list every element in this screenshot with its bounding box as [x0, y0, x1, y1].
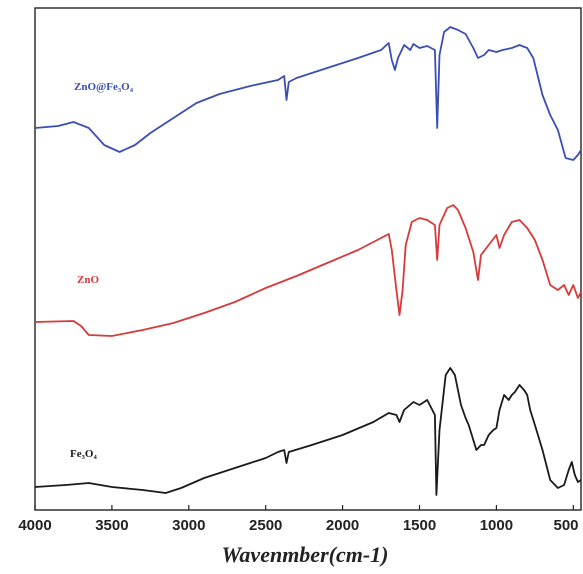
x-tick-label: 1500: [403, 517, 436, 534]
series-labels: ZnO@Fe₃O₄ ZnO Fe₃O₄: [70, 81, 134, 460]
x-tick-label: 2000: [326, 517, 359, 534]
series-line-zno-fe3o4: [34, 26, 582, 161]
x-axis-title: Wavenmber(cm-1): [222, 542, 389, 567]
x-tick-label: 1000: [480, 517, 513, 534]
series-label-zno: ZnO: [77, 274, 99, 286]
series-label-zno-fe3o4: ZnO@Fe₃O₄: [74, 81, 134, 93]
series-layer: [34, 26, 582, 496]
x-tick-label: 3000: [172, 517, 205, 534]
series-line-fe3o4: [34, 367, 582, 496]
x-tick-label: 4000: [18, 517, 51, 534]
x-tick-label: 3500: [95, 517, 128, 534]
series-label-fe3o4: Fe₃O₄: [70, 448, 97, 460]
series-line-zno: [34, 204, 582, 337]
x-tick-label: 2500: [249, 517, 282, 534]
x-axis-ticks: 4000 3500 3000 2500 2000 1500 1000 500: [18, 505, 579, 534]
plot-frame: [34, 7, 582, 511]
x-tick-label: 500: [553, 517, 578, 534]
